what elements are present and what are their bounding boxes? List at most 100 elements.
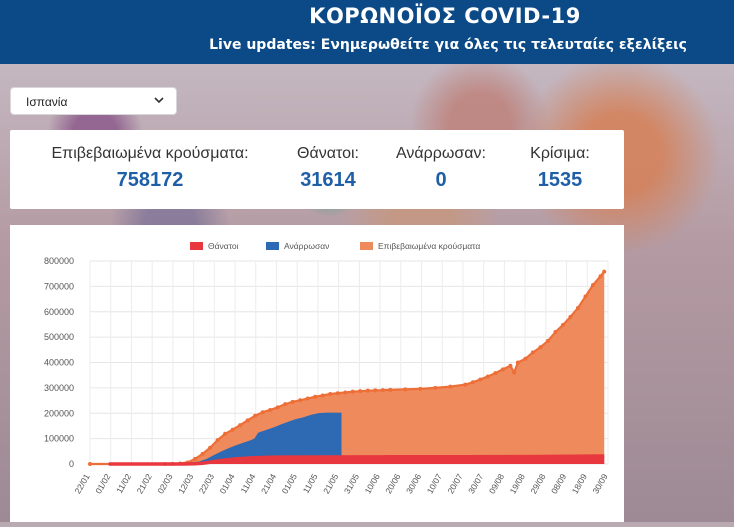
confirmed-point [538,345,543,350]
chevron-down-icon [154,97,164,104]
confirmed-point [313,394,318,399]
confirmed-point [193,456,198,461]
recovered-line [108,412,342,466]
confirmed-point [358,389,363,394]
x-tick-label: 01/05 [280,472,299,496]
x-tick-label: 11/02 [114,472,133,495]
confirmed-point [260,410,265,415]
confirmed-point [560,322,565,327]
x-tick-label: 21/02 [135,472,154,496]
legend-swatch [190,242,203,250]
x-tick-label: 19/08 [508,472,527,496]
country-select-value: Ισπανία [26,95,68,109]
x-tick-label: 08/09 [549,472,568,496]
page-subtitle: Live updates: Ενημερωθείτε για όλες τις … [209,37,687,53]
legend-swatch [360,242,373,250]
confirmed-point [200,451,205,456]
confirmed-point [215,438,220,443]
country-select[interactable]: Ισπανία [10,87,177,115]
stat-recovered-value: 0 [435,169,447,191]
x-tick-label: 02/03 [155,472,174,496]
confirmed-point [515,360,520,365]
confirmed-point [388,387,393,392]
y-tick-label: 600000 [44,307,74,317]
cases-chart: Θάνατοι Ανάρρωσαν Επιβεβαιωμένα κρούσματα … [44,241,610,496]
page-title: ΚΟΡΩΝΟΪΟΣ COVID-19 [309,4,581,28]
confirmed-point [268,407,273,412]
confirmed-point [493,371,498,376]
confirmed-point [500,367,505,372]
y-tick-label: 700000 [44,281,74,291]
x-tick-label: 10/06 [363,472,382,496]
confirmed-point [575,305,580,310]
x-tick-label: 11/04 [239,472,258,495]
confirmed-point [553,330,558,335]
stat-recovered: Ανάρρωσαν: 0 [391,145,491,192]
confirmed-point [298,398,303,403]
x-tick-label: 20/06 [383,472,402,496]
stat-deaths-value: 31614 [300,169,356,191]
recovered-area [108,413,342,464]
stat-deaths-label: Θάνατοι: [297,145,359,162]
confirmed-point [328,391,333,396]
y-tick-label: 500000 [44,332,74,342]
chart-plot-area [88,269,607,466]
confirmed-point [223,431,228,436]
confirmed-point [343,390,348,395]
confirmed-point [350,389,355,394]
chart-legend: Θάνατοι Ανάρρωσαν Επιβεβαιωμένα κρούσματα [190,241,480,251]
x-tick-label: 22/03 [197,472,216,496]
y-axis: 0 100000 200000 300000 400000 500000 600000 700… [44,256,74,469]
confirmed-point [373,388,378,393]
x-tick-label: 31/05 [342,472,361,496]
stat-deaths: Θάνατοι: 31614 [283,145,373,192]
x-tick-label: 30/09 [590,472,609,496]
legend-label: Θάνατοι [208,241,239,251]
stat-confirmed-value: 758172 [116,169,184,191]
legend-label: Επιβεβαιωμένα κρούσματα [378,241,480,251]
x-tick-label: 09/08 [487,472,506,496]
x-tick-label: 30/07 [466,472,485,496]
confirmed-point [238,423,243,428]
legend-label: Ανάρρωσαν [284,241,329,251]
confirmed-point [512,370,517,375]
confirmed-point [470,380,475,385]
stat-recovered-label: Ανάρρωσαν: [396,145,486,162]
x-tick-label: 20/07 [445,472,464,496]
confirmed-point [463,382,468,387]
x-tick-label: 22/01 [72,472,91,496]
confirmed-point [290,399,295,404]
x-tick-label: 18/09 [570,472,589,496]
x-tick-label: 10/07 [425,472,444,496]
y-tick-label: 800000 [44,256,74,266]
x-tick-label: 30/06 [404,472,423,496]
stat-confirmed-label: Επιβεβαιωμένα κρούσματα: [51,145,249,162]
x-tick-label: 21/04 [259,472,278,496]
confirmed-point [418,386,423,391]
confirmed-point [335,391,340,396]
y-tick-label: 0 [69,459,74,469]
confirmed-point [275,405,280,410]
y-tick-label: 300000 [44,383,74,393]
confirmed-point [283,402,288,407]
legend-swatch [266,242,279,250]
x-axis: 22/01 01/02 11/02 21/02 02/03 12/03 22/03 01/04… [72,472,609,496]
confirmed-point [590,283,595,288]
confirmed-point [380,388,385,393]
confirmed-point [448,384,453,389]
confirmed-point [305,396,310,401]
confirmed-point [365,388,370,393]
stat-confirmed: Επιβεβαιωμένα κρούσματα: 758172 [40,145,260,192]
confirmed-point [208,445,213,450]
confirmed-point [433,385,438,390]
stat-critical-value: 1535 [537,169,583,191]
deaths-line [108,454,605,466]
y-tick-label: 400000 [44,358,74,368]
x-tick-label: 01/04 [217,472,236,496]
confirmed-point [545,338,550,343]
confirmed-point [583,294,588,299]
stat-critical-label: Κρίσιμα: [530,145,590,162]
confirmed-point [598,274,603,279]
x-tick-label: 21/05 [321,472,340,496]
confirmed-point [485,374,490,379]
